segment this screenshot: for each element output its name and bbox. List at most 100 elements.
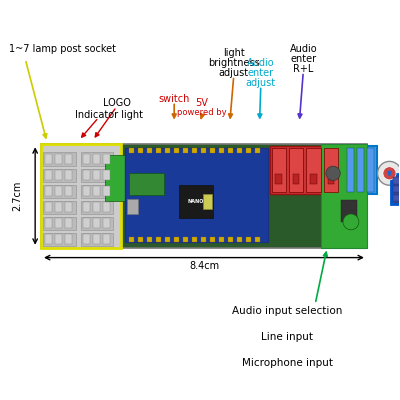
Bar [321, 144, 367, 248]
Bar [179, 185, 213, 218]
Bar [81, 216, 114, 230]
Bar [289, 148, 303, 192]
Bar [45, 234, 52, 244]
Bar [41, 144, 120, 248]
Bar [182, 148, 188, 153]
Bar [218, 237, 224, 242]
Bar [43, 168, 76, 182]
Bar [347, 148, 354, 192]
Bar [236, 237, 242, 242]
Bar [103, 186, 110, 196]
Bar [254, 148, 260, 153]
Bar [93, 202, 100, 212]
Bar [43, 232, 76, 246]
Bar [103, 170, 110, 180]
Bar [218, 148, 224, 153]
Bar [55, 218, 62, 228]
Bar [146, 237, 152, 242]
Bar [341, 200, 357, 222]
Bar [328, 174, 334, 184]
Bar [367, 148, 374, 192]
Bar [138, 148, 143, 153]
Bar [203, 194, 212, 209]
Text: adjust: adjust [219, 68, 249, 78]
Bar [210, 237, 215, 242]
Bar [43, 184, 76, 198]
Bar [83, 234, 90, 244]
Bar [236, 148, 242, 153]
Bar [65, 202, 72, 212]
Bar [394, 177, 400, 184]
Bar [81, 168, 114, 182]
Bar [394, 186, 400, 192]
Bar [345, 146, 377, 194]
Text: Audio: Audio [290, 44, 317, 54]
Bar [146, 148, 152, 153]
Bar [310, 174, 317, 184]
Text: Indicator light: Indicator light [75, 110, 143, 120]
Bar [192, 148, 197, 153]
Text: Microphone input: Microphone input [242, 358, 333, 368]
Text: switch: switch [158, 94, 190, 104]
Circle shape [343, 214, 359, 230]
Bar [93, 186, 100, 196]
Bar [210, 148, 215, 153]
Bar [228, 148, 233, 153]
Bar [93, 218, 100, 228]
Bar [200, 237, 206, 242]
Bar [55, 186, 62, 196]
Bar [65, 218, 72, 228]
Circle shape [326, 166, 340, 180]
Bar [45, 218, 52, 228]
Text: enter: enter [248, 68, 274, 78]
Bar [83, 218, 90, 228]
Bar [394, 195, 400, 201]
Bar [128, 173, 164, 195]
Bar [93, 154, 100, 164]
Bar [293, 174, 299, 184]
Bar [103, 202, 110, 212]
Bar [55, 202, 62, 212]
Bar [174, 148, 179, 153]
Bar [128, 237, 134, 242]
Text: 5V: 5V [196, 98, 208, 108]
Text: brightness: brightness [208, 58, 260, 68]
Bar [200, 148, 206, 153]
Text: enter: enter [290, 54, 316, 64]
Bar [83, 154, 90, 164]
Bar [246, 237, 251, 242]
Bar [124, 148, 268, 242]
Bar [45, 154, 52, 164]
Bar [81, 152, 114, 166]
Bar [81, 184, 114, 198]
Bar [228, 237, 233, 242]
Text: light: light [223, 48, 245, 58]
Bar [156, 148, 161, 153]
Bar [103, 154, 110, 164]
Text: LOGO: LOGO [103, 98, 130, 108]
Bar [138, 237, 143, 242]
Bar [246, 148, 251, 153]
Bar [254, 237, 260, 242]
Bar [45, 186, 52, 196]
Bar [83, 186, 90, 196]
Bar [164, 237, 170, 242]
Bar [55, 154, 62, 164]
Bar [128, 148, 134, 153]
Bar [55, 170, 62, 180]
Bar [83, 202, 90, 212]
Circle shape [383, 167, 396, 180]
Bar [65, 154, 72, 164]
Text: 1~7 lamp post socket: 1~7 lamp post socket [9, 44, 116, 54]
Bar [45, 202, 52, 212]
Bar [164, 148, 170, 153]
Bar [276, 174, 282, 184]
Text: 8.4cm: 8.4cm [189, 260, 219, 270]
Bar [83, 170, 90, 180]
Bar [43, 200, 76, 214]
Text: Audio: Audio [247, 58, 274, 68]
Text: adjust: adjust [246, 78, 276, 88]
Bar [156, 237, 161, 242]
Bar [392, 174, 400, 204]
Bar [324, 148, 338, 192]
